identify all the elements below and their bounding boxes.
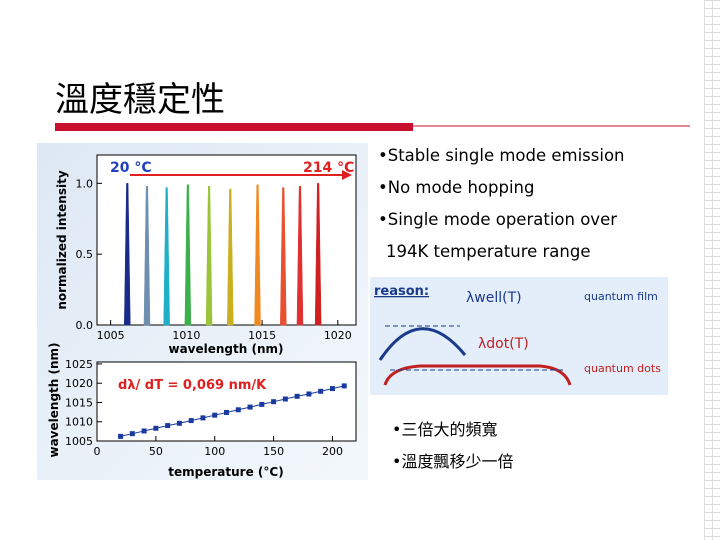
point <box>306 391 312 397</box>
x-axis-label: wavelength (nm) <box>168 342 283 356</box>
y-tick-label: 1010 <box>65 416 93 429</box>
peak <box>124 183 131 326</box>
point <box>271 399 277 405</box>
bullet-line: Stable single mode emission <box>378 140 625 172</box>
peak <box>184 184 192 326</box>
annotation: dλ/ dT = 0,069 nm/K <box>118 378 267 393</box>
x-tick-label: 0 <box>94 445 101 458</box>
point <box>341 383 347 389</box>
x-axis-label: temperature (°C) <box>168 465 283 479</box>
point <box>329 386 335 392</box>
x-tick-label: 50 <box>149 445 163 458</box>
y-tick-label: 0.5 <box>76 248 94 261</box>
spectrum-frame <box>96 154 357 326</box>
point <box>294 393 300 399</box>
well-label: λwell(T) <box>466 290 522 306</box>
x-tick-label: 1010 <box>172 329 200 342</box>
start-label: 20 °C <box>110 160 152 176</box>
point <box>259 401 265 407</box>
title-bar <box>55 123 413 131</box>
peak <box>280 187 287 326</box>
bullet-line: Single mode operation over <box>378 204 617 236</box>
y-tick-label: 1020 <box>65 377 93 390</box>
point <box>188 418 194 424</box>
point <box>153 425 159 431</box>
peak <box>314 183 322 326</box>
peak <box>205 185 213 326</box>
point <box>282 396 288 402</box>
edge-pattern <box>704 0 720 540</box>
peak <box>296 185 304 326</box>
peak <box>227 188 234 326</box>
x-tick-label: 1005 <box>97 329 125 342</box>
point <box>318 388 324 394</box>
y-tick-label: 1005 <box>65 435 93 448</box>
peak <box>254 184 261 326</box>
end-label: 214 °C <box>303 160 354 176</box>
bullet: Stable single mode emission <box>378 140 625 172</box>
point <box>212 412 218 418</box>
x-tick-label: 150 <box>263 445 284 458</box>
reason-background <box>370 277 668 395</box>
point <box>247 404 253 410</box>
reason-label: reason: <box>374 284 429 299</box>
bullet-line: No mode hopping <box>378 172 535 204</box>
arrow-head <box>342 170 352 180</box>
x-tick-label: 1015 <box>248 329 276 342</box>
x-tick-label: 100 <box>204 445 225 458</box>
dot-label: λdot(T) <box>478 336 529 352</box>
point <box>224 409 229 415</box>
bullet-line: 194K temperature range <box>386 242 591 261</box>
bullet: Single mode operation over 194K temperatu… <box>378 204 617 268</box>
x-tick-label: 1020 <box>324 329 352 342</box>
film-curve <box>378 327 467 361</box>
y-axis-label: wavelength (nm) <box>47 342 61 457</box>
x-tick-label: 200 <box>322 445 343 458</box>
point <box>176 420 182 426</box>
point <box>200 415 206 421</box>
y-tick-label: 1015 <box>65 396 93 409</box>
point <box>235 407 241 413</box>
peak <box>143 185 151 326</box>
film-label: quantum film <box>584 290 658 303</box>
y-tick-label: 0.0 <box>76 319 94 332</box>
point <box>129 431 135 437</box>
dots-label: quantum dots <box>584 362 661 375</box>
point <box>141 428 147 434</box>
y-tick-label: 1025 <box>65 358 93 371</box>
y-tick-label: 1.0 <box>76 177 94 190</box>
shift-frame <box>96 361 357 442</box>
note: 溫度飄移少一倍 <box>392 448 513 472</box>
point <box>118 433 124 439</box>
note: 三倍大的頻寬 <box>392 416 497 440</box>
point <box>165 423 171 429</box>
dots-curve <box>383 364 572 386</box>
y-axis-label: normalized intensity <box>55 170 69 309</box>
peak <box>163 187 170 326</box>
bullet: No mode hopping <box>378 172 535 204</box>
slide-title: 溫度穩定性 <box>55 80 225 120</box>
